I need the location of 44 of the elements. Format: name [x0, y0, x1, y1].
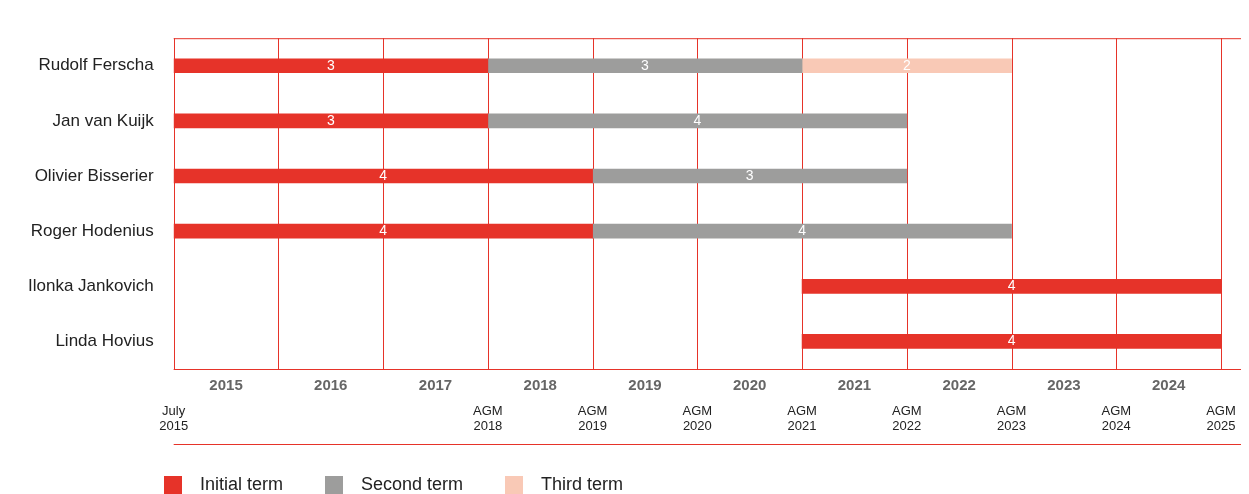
- x-tick-label: 2016: [314, 376, 348, 394]
- y-tick-label: Roger Hodenius: [30, 220, 154, 240]
- x-tick-label: 2015: [209, 376, 243, 394]
- ref-line-label: AGM 2022: [891, 402, 922, 433]
- ref-line-label: AGM 2025: [1206, 402, 1236, 433]
- x-tick-label: 2017: [418, 376, 453, 394]
- bar: [592, 168, 908, 184]
- bar: [801, 58, 1012, 74]
- legend-label: Third term: [541, 474, 624, 494]
- ref-line-label: AGM 2021: [787, 402, 817, 433]
- bar: [487, 58, 803, 74]
- data-label: 3: [641, 56, 650, 73]
- bar: [487, 113, 908, 129]
- x-tick-label: 2020: [733, 376, 767, 394]
- data-label: 3: [326, 111, 335, 128]
- ref-line-label: AGM 2024: [1101, 402, 1132, 433]
- ref-line-label: AGM 2023: [996, 402, 1027, 433]
- y-tick-label: Rudolf Ferscha: [38, 55, 155, 75]
- x-tick-label: 2019: [628, 376, 662, 394]
- data-label: 3: [745, 166, 754, 183]
- data-label: 4: [1007, 277, 1016, 294]
- x-tick-label: 2022: [942, 376, 976, 394]
- data-label: 3: [326, 56, 335, 73]
- x-tick-label: 2021: [837, 376, 872, 394]
- data-label: 4: [798, 222, 807, 239]
- data-label: 2: [902, 56, 911, 73]
- ref-line-label: AGM 2020: [682, 402, 713, 433]
- data-label: 4: [1007, 332, 1016, 349]
- ref-line-label: AGM 2019: [577, 402, 608, 433]
- y-tick-label: Jan van Kuijk: [52, 110, 155, 130]
- data-label: 4: [379, 222, 388, 239]
- legend-label: Second term: [361, 474, 464, 494]
- x-tick-label: 2024: [1151, 376, 1186, 394]
- x-tick-label: 2018: [523, 376, 557, 394]
- y-tick-label: Ilonka Jankovich: [27, 275, 154, 295]
- ref-line-label: July 2015: [159, 402, 189, 433]
- x-tick-label: 2023: [1047, 376, 1081, 394]
- ref-line-label: AGM 2018: [473, 402, 503, 433]
- legend-label: Initial term: [200, 474, 284, 494]
- data-label: 4: [693, 111, 702, 128]
- y-tick-label: Linda Hovius: [55, 331, 154, 351]
- y-tick-label: Olivier Bisserier: [34, 165, 155, 185]
- bar: [592, 223, 1012, 239]
- data-label: 4: [379, 166, 388, 183]
